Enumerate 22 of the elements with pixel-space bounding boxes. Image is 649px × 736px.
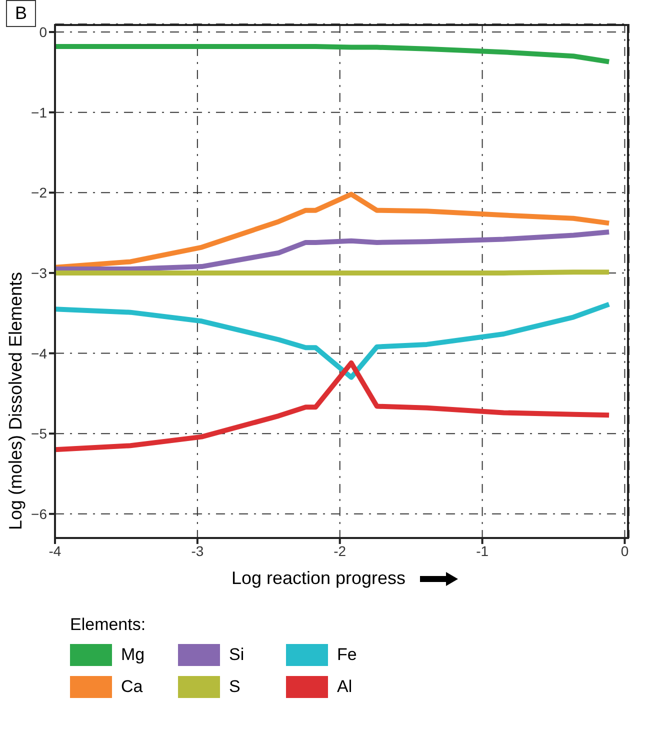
legend-label: S bbox=[229, 677, 240, 697]
x-tick-label: -3 bbox=[191, 542, 204, 559]
y-tick-label: −2 bbox=[31, 184, 48, 201]
y-tick-label: −5 bbox=[31, 426, 48, 442]
y-tick-label: −1 bbox=[31, 104, 48, 120]
x-tick-label: 0 bbox=[620, 542, 629, 559]
y-tick-label: 0 bbox=[39, 24, 48, 40]
text: B bbox=[6, 0, 36, 27]
legend-label: Al bbox=[337, 677, 352, 697]
legend-label: Mg bbox=[121, 645, 145, 665]
x-tick-label: -4 bbox=[48, 542, 62, 559]
legend-title: Elements: bbox=[70, 615, 147, 635]
x-tick-label: -2 bbox=[334, 542, 346, 559]
y-tick-label: −3 bbox=[31, 264, 48, 281]
x-tick-label: -1 bbox=[476, 542, 489, 559]
y-tick-label: −4 bbox=[31, 345, 48, 362]
x-axis-title: Log reaction progress bbox=[231, 568, 406, 589]
y-tick-label: −6 bbox=[31, 506, 48, 522]
legend-label: Si bbox=[229, 645, 244, 665]
legend-label: Ca bbox=[121, 677, 143, 697]
y-axis-title: Log (moles) Dissolved Elements bbox=[5, 272, 26, 530]
legend-label: Fe bbox=[337, 645, 357, 665]
